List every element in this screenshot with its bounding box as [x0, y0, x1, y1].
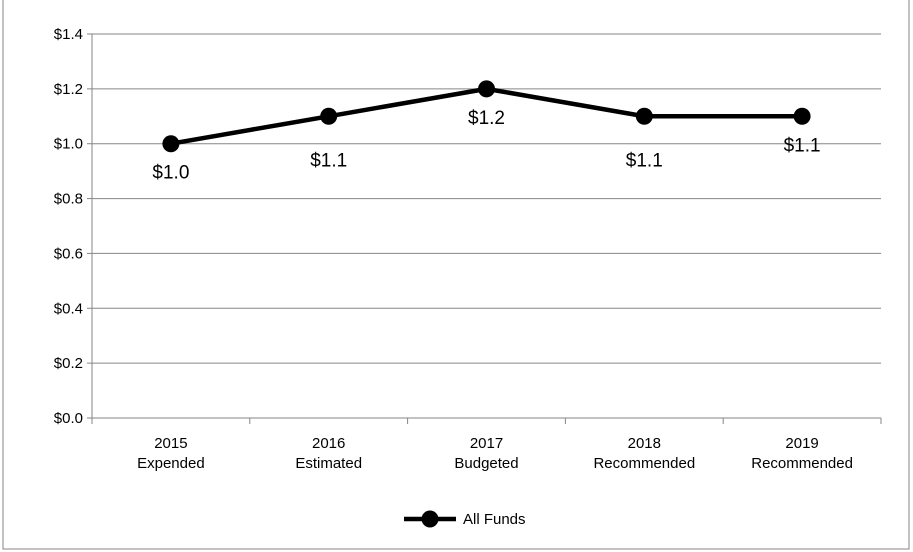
y-tick-label: $0.8 [54, 191, 83, 208]
data-label: $1.1 [784, 135, 821, 156]
x-axis-ticks: 2015 Expended 2016 Estimated 2017 Budgeted 201… [91, 418, 882, 472]
x-tick-label: 2015 Expended [137, 435, 205, 472]
data-point [635, 107, 653, 125]
y-tick-label: $1.4 [54, 26, 83, 43]
axes [91, 34, 881, 419]
legend-label: All Funds [463, 511, 526, 528]
gridlines [92, 33, 881, 364]
x-tick-label: 2016 Estimated [295, 435, 362, 472]
y-tick-label: $0.4 [54, 300, 83, 317]
data-point [478, 80, 495, 98]
data-label: $1.1 [626, 150, 663, 171]
series [162, 80, 811, 153]
x-tick-label: 2017 Budgeted [454, 435, 518, 472]
y-tick-label: $0.2 [54, 355, 83, 372]
data-labels: $1.0 $1.1 $1.2 $1.1 $1.1 [152, 108, 820, 184]
y-tick-label: $0.0 [54, 410, 83, 427]
x-tick-label: 2019 Recommended [751, 435, 853, 472]
legend: All Funds [404, 510, 526, 528]
y-tick-label: $1.2 [54, 81, 83, 98]
data-label: $1.0 [152, 163, 189, 184]
y-axis-ticks: $0.0 $0.2 $0.4 $0.6 $0.8 $1.0 $1.2 $1.4 [54, 26, 92, 427]
y-tick-label: $1.0 [54, 136, 83, 153]
data-label: $1.1 [310, 150, 347, 171]
x-tick-label: 2018 Recommended [593, 435, 695, 472]
data-point [162, 135, 180, 153]
data-point [320, 107, 338, 125]
y-tick-label: $0.6 [54, 245, 83, 262]
data-point [793, 107, 811, 125]
legend-marker [421, 510, 439, 528]
data-label: $1.2 [468, 108, 505, 129]
